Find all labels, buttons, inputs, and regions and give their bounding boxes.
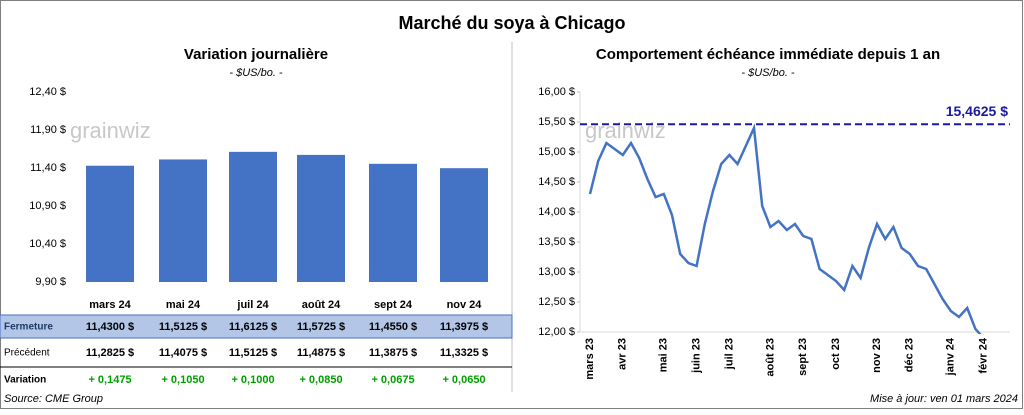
x-tick-label: juin 23 bbox=[691, 338, 703, 374]
table-cell: 11,4300 $ bbox=[86, 321, 134, 333]
x-tick-label: mars 23 bbox=[584, 338, 596, 380]
x-tick-label: août 23 bbox=[764, 338, 776, 377]
table-cell: + 0,1475 bbox=[88, 374, 131, 386]
table-cell: + 0,0850 bbox=[299, 374, 342, 386]
chart-subtitle: - $US/bo. - bbox=[741, 67, 795, 79]
x-tick-label: nov 23 bbox=[871, 338, 883, 373]
y-tick-label: 11,40 $ bbox=[30, 162, 66, 174]
row-highlight bbox=[0, 314, 513, 339]
chart-title: Variation journalière bbox=[184, 46, 328, 63]
table-cell: 11,5725 $ bbox=[297, 321, 345, 333]
row-label: Variation bbox=[4, 375, 46, 386]
page-title: Marché du soya à Chicago bbox=[398, 13, 625, 33]
table-cell: + 0,1050 bbox=[161, 374, 204, 386]
table-cell: 11,4875 $ bbox=[297, 347, 345, 359]
x-tick-label: févr 24 bbox=[978, 337, 990, 373]
y-tick-label: 10,90 $ bbox=[29, 200, 66, 212]
x-tick-label: nov 24 bbox=[447, 299, 483, 311]
chart-subtitle: - $US/bo. - bbox=[229, 67, 283, 79]
row-label: Précédent bbox=[4, 348, 50, 359]
table-cell: + 0,1000 bbox=[231, 374, 274, 386]
watermark: grainwiz bbox=[585, 118, 666, 143]
y-tick-label: 14,50 $ bbox=[538, 176, 575, 188]
x-tick-label: oct 23 bbox=[830, 338, 842, 370]
y-tick-label: 12,00 $ bbox=[538, 326, 575, 338]
x-tick-label: sept 23 bbox=[797, 338, 809, 376]
table-cell: 11,4550 $ bbox=[369, 321, 417, 333]
y-tick-label: 13,50 $ bbox=[538, 236, 575, 248]
bar bbox=[159, 159, 207, 282]
y-tick-label: 9,90 $ bbox=[35, 276, 66, 288]
table-cell: 11,5125 $ bbox=[159, 321, 207, 333]
table-cell: 11,3975 $ bbox=[440, 321, 488, 333]
x-tick-label: avr 23 bbox=[617, 338, 629, 370]
watermark: grainwiz bbox=[70, 118, 151, 143]
y-tick-label: 13,00 $ bbox=[538, 266, 575, 278]
x-tick-label: mars 24 bbox=[89, 299, 131, 311]
y-tick-label: 15,50 $ bbox=[538, 116, 575, 128]
x-tick-label: janv 24 bbox=[945, 337, 957, 376]
bar bbox=[86, 165, 134, 282]
y-tick-label: 12,50 $ bbox=[538, 296, 575, 308]
bar bbox=[440, 168, 488, 282]
source: Source: CME Group bbox=[4, 393, 103, 405]
bar bbox=[369, 163, 417, 282]
y-tick-label: 12,40 $ bbox=[29, 86, 66, 98]
chart-title: Comportement échéance immédiate depuis 1… bbox=[596, 46, 940, 63]
y-tick-label: 11,90 $ bbox=[30, 124, 66, 136]
y-tick-label: 10,40 $ bbox=[29, 238, 66, 250]
y-tick-label: 15,00 $ bbox=[538, 146, 575, 158]
price-line bbox=[588, 123, 982, 334]
table-cell: 11,2825 $ bbox=[86, 347, 134, 359]
x-tick-label: juil 23 bbox=[723, 338, 735, 370]
table-cell: 11,3875 $ bbox=[369, 347, 417, 359]
reference-label: 15,4625 $ bbox=[946, 103, 1008, 119]
x-tick-label: août 24 bbox=[302, 299, 341, 311]
x-tick-label: mai 23 bbox=[658, 338, 670, 372]
table-cell: + 0,0675 bbox=[371, 374, 414, 386]
x-tick-label: juil 24 bbox=[236, 299, 269, 311]
x-tick-label: sept 24 bbox=[374, 299, 413, 311]
bar bbox=[229, 151, 277, 282]
x-tick-label: déc 23 bbox=[904, 338, 916, 372]
updated: Mise à jour: ven 01 mars 2024 bbox=[870, 393, 1018, 405]
row-label: Fermeture bbox=[4, 322, 53, 333]
x-tick-label: mai 24 bbox=[166, 299, 201, 311]
table-cell: 11,5125 $ bbox=[229, 347, 277, 359]
table-cell: 11,4075 $ bbox=[159, 347, 207, 359]
bar bbox=[297, 154, 345, 282]
y-tick-label: 16,00 $ bbox=[538, 86, 575, 98]
table-cell: 11,6125 $ bbox=[229, 321, 277, 333]
y-tick-label: 14,00 $ bbox=[538, 206, 575, 218]
table-cell: + 0,0650 bbox=[442, 374, 485, 386]
table-cell: 11,3325 $ bbox=[440, 347, 488, 359]
